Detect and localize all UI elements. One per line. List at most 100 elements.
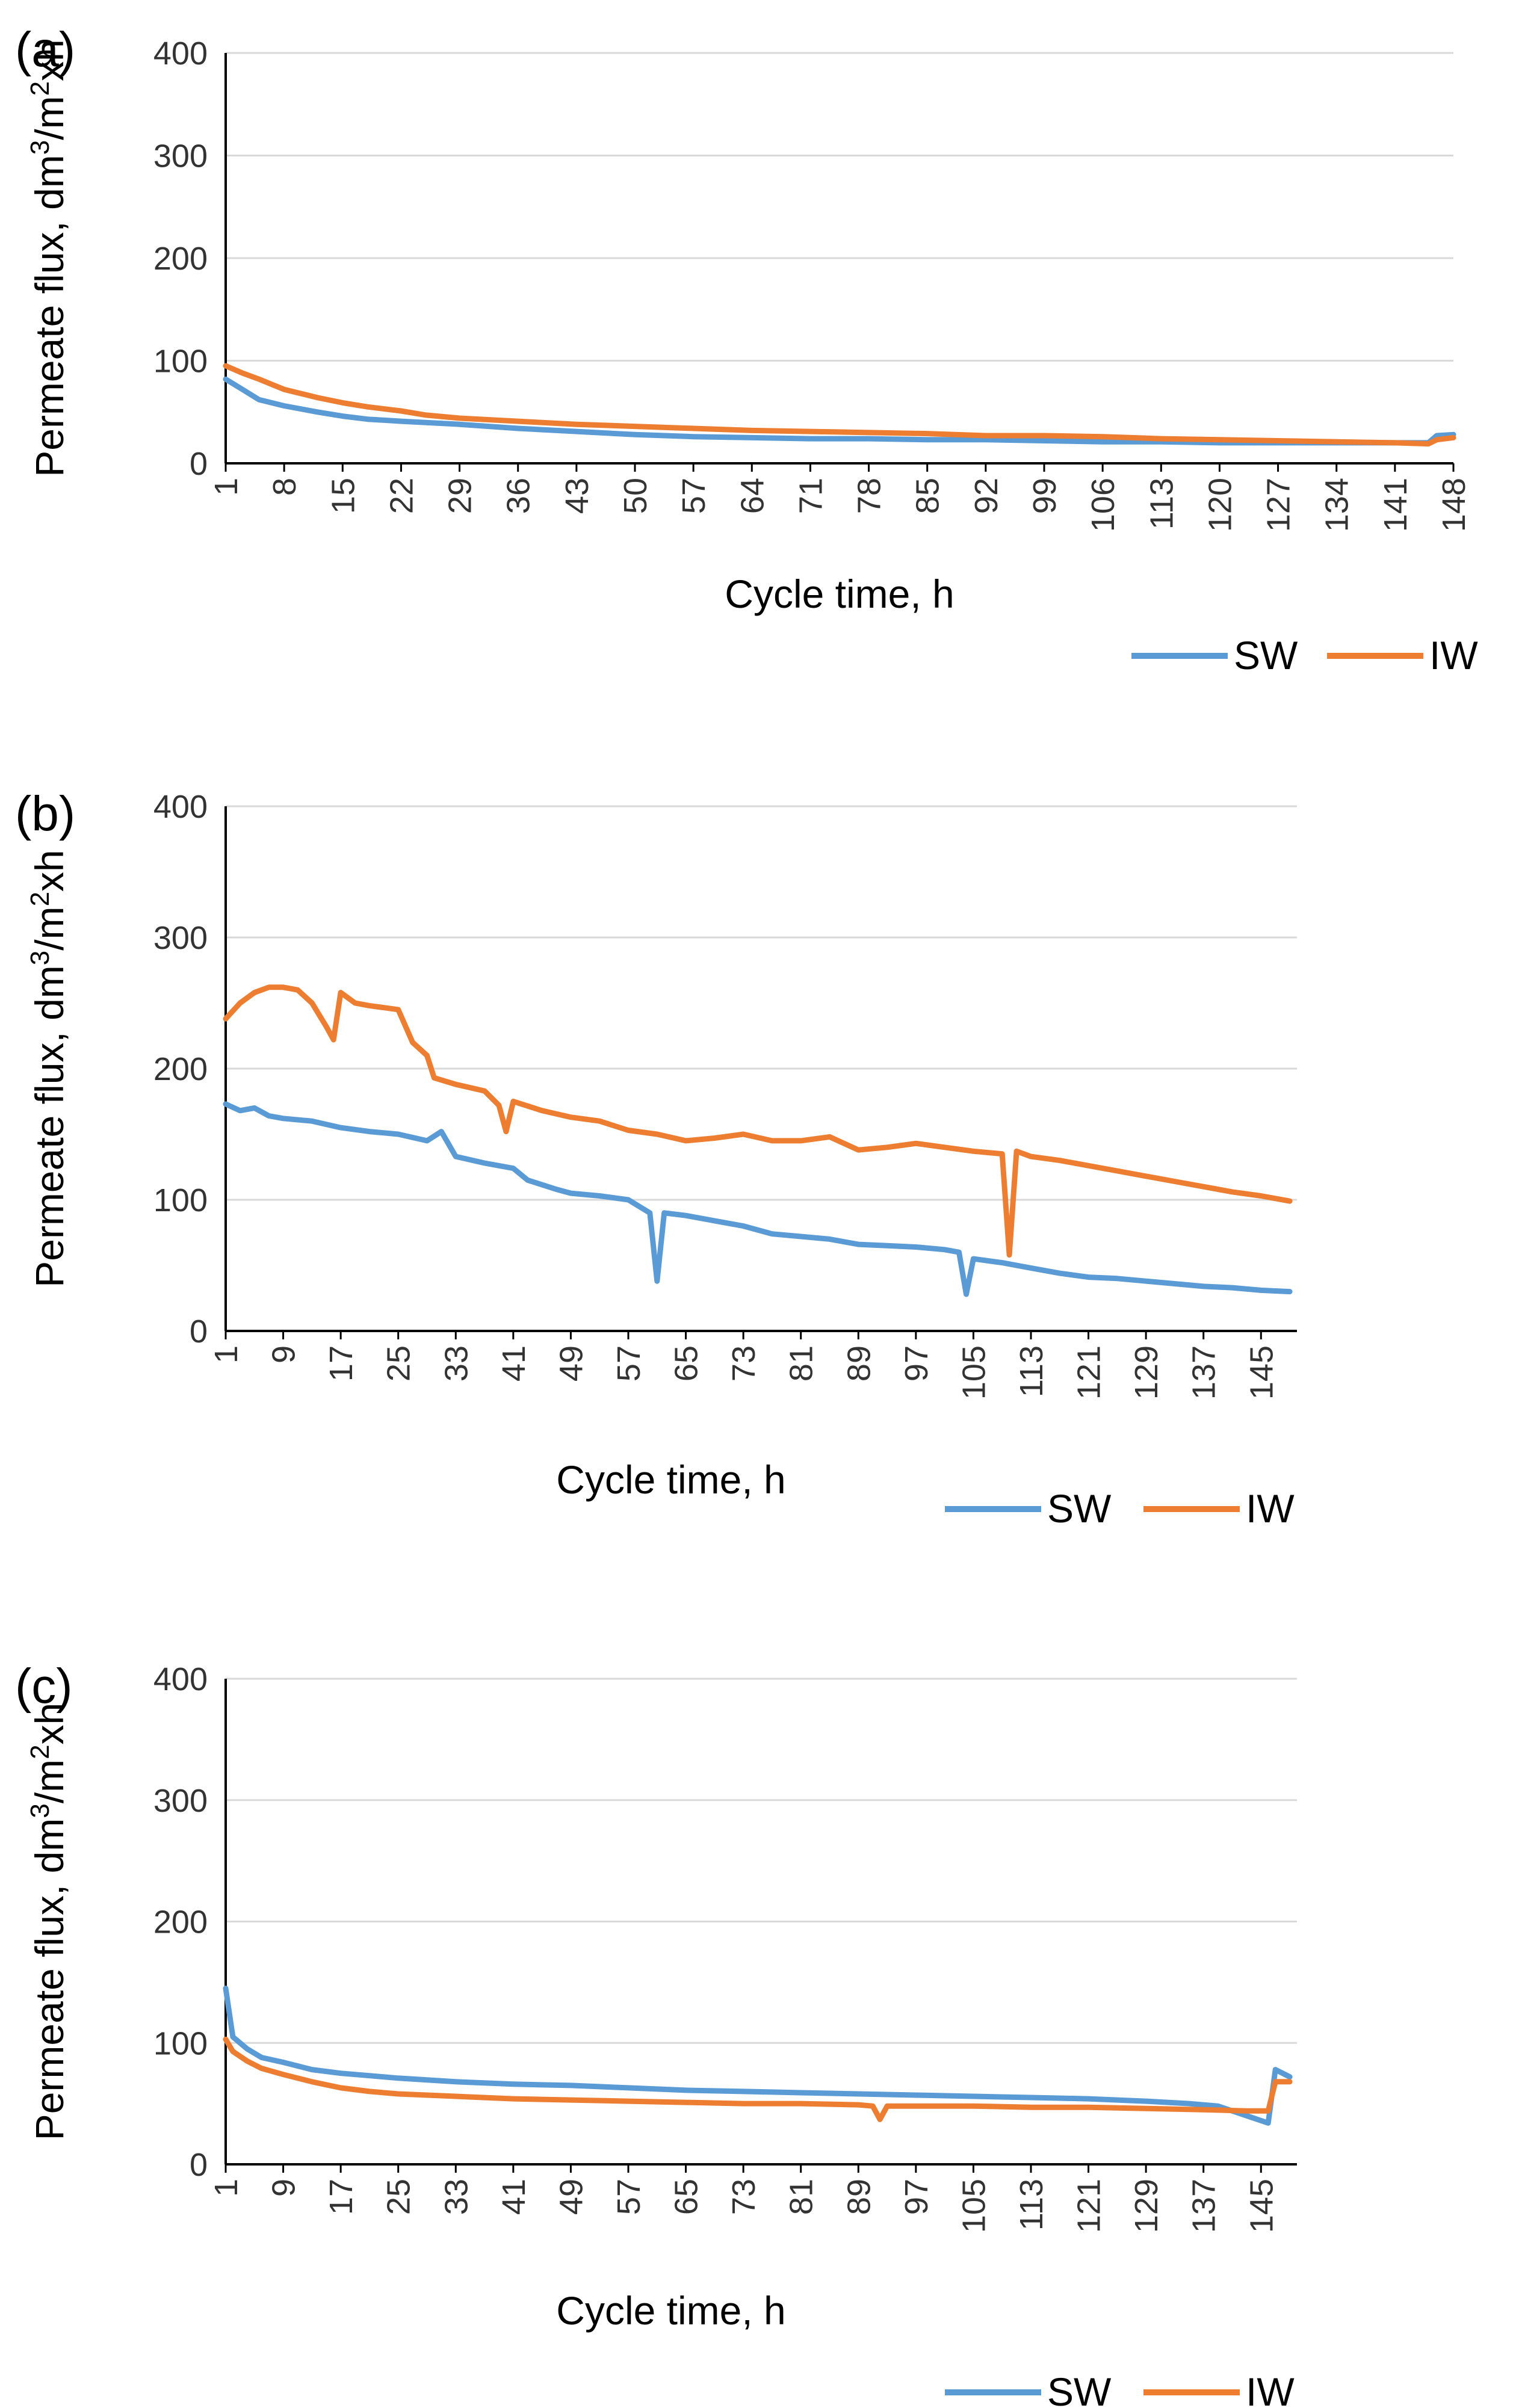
y-tick-label: 100 bbox=[153, 344, 208, 380]
legend: SW IW bbox=[1131, 633, 1478, 678]
x-tick-label: 43 bbox=[559, 478, 595, 514]
x-tick-label: 113 bbox=[1143, 478, 1180, 529]
x-tick-label: 41 bbox=[496, 2179, 532, 2215]
x-tick-label: 71 bbox=[793, 478, 829, 514]
series-line-iw bbox=[223, 2036, 1293, 2122]
x-tick-label: 73 bbox=[726, 1345, 762, 1382]
x-tick-label: 33 bbox=[438, 2179, 474, 2215]
x-tick-label: 8 bbox=[267, 478, 303, 496]
x-tick-label: 121 bbox=[1071, 1345, 1107, 1400]
x-tick-label: 64 bbox=[734, 478, 770, 514]
y-axis-title: Permeate flux, dm3/m2xh bbox=[25, 1703, 72, 2141]
y-tick-label: 200 bbox=[153, 1904, 208, 1940]
x-tick-label: 17 bbox=[323, 2179, 359, 2215]
x-tick-label: 89 bbox=[841, 2179, 877, 2215]
x-tick-label: 73 bbox=[726, 2179, 762, 2215]
y-axis-title: Permeate flux, dm3/m2xh bbox=[25, 39, 72, 477]
x-tick-label: 145 bbox=[1243, 2179, 1279, 2233]
legend: SW IW bbox=[945, 2369, 1295, 2408]
x-tick-label: 57 bbox=[611, 1345, 647, 1382]
x-tick-label: 121 bbox=[1071, 2179, 1107, 2233]
x-tick-label: 25 bbox=[381, 2179, 417, 2215]
x-axis-title: Cycle time, h bbox=[725, 572, 954, 616]
x-tick-label: 49 bbox=[553, 2179, 589, 2215]
chart-panel-2: (c) 0 100 200 300 400 1 9 17 25 33 41 49 57 65 73 81 89 97… bbox=[15, 1659, 1297, 2408]
panel-label: (b) bbox=[15, 786, 75, 841]
legend-label-iw: IW bbox=[1246, 2369, 1295, 2408]
chart-panel-0: (a) 0 100 200 300 400 1 8 15 22 29 36 43 50 57 64 71 78 85… bbox=[15, 22, 1478, 678]
x-tick-label: 78 bbox=[852, 478, 888, 514]
series-line-sw bbox=[223, 1986, 1293, 2126]
x-tick-label: 92 bbox=[968, 478, 1004, 514]
x-tick-label: 50 bbox=[617, 478, 654, 514]
x-tick-label: 29 bbox=[442, 478, 478, 514]
x-tick-label: 36 bbox=[501, 478, 537, 514]
chart-panel-1: (b) 0 100 200 300 400 1 9 17 25 33 41 49 57 65 73 81 89 97… bbox=[15, 786, 1297, 1531]
x-tick-label: 134 bbox=[1319, 478, 1355, 532]
y-tick-label: 200 bbox=[153, 1051, 208, 1087]
x-tick-label: 15 bbox=[325, 478, 361, 514]
x-tick-label: 49 bbox=[553, 1345, 589, 1382]
x-tick-label: 97 bbox=[899, 1345, 935, 1382]
x-tick-label: 65 bbox=[669, 1345, 705, 1382]
x-tick-label: 106 bbox=[1085, 478, 1121, 532]
y-tick-label: 400 bbox=[153, 789, 208, 825]
x-tick-label: 89 bbox=[841, 1345, 877, 1382]
x-tick-label: 99 bbox=[1027, 478, 1063, 514]
y-tick-label: 0 bbox=[190, 1314, 208, 1350]
y-tick-label: 0 bbox=[190, 446, 208, 482]
y-tick-label: 100 bbox=[153, 2025, 208, 2061]
y-tick-label: 200 bbox=[153, 241, 208, 277]
x-tick-label: 81 bbox=[784, 1345, 820, 1382]
legend-label-sw: SW bbox=[1047, 1486, 1112, 1531]
legend-label-iw: IW bbox=[1246, 1486, 1295, 1531]
series-line-iw bbox=[223, 363, 1456, 447]
y-tick-label: 0 bbox=[190, 2147, 208, 2183]
x-tick-label: 141 bbox=[1378, 478, 1414, 532]
series-line-sw bbox=[223, 1101, 1293, 1297]
x-tick-label: 85 bbox=[910, 478, 946, 514]
legend-label-sw: SW bbox=[1047, 2369, 1112, 2408]
x-tick-label: 105 bbox=[956, 1345, 992, 1400]
x-tick-label: 105 bbox=[956, 2179, 992, 2233]
legend: SW IW bbox=[945, 1486, 1295, 1531]
y-tick-label: 300 bbox=[153, 138, 208, 174]
x-axis-title: Cycle time, h bbox=[556, 1457, 785, 1502]
x-tick-label: 1 bbox=[208, 2179, 244, 2197]
y-tick-label: 300 bbox=[153, 920, 208, 956]
x-tick-label: 120 bbox=[1202, 478, 1238, 532]
x-tick-label: 17 bbox=[323, 1345, 359, 1382]
x-tick-label: 97 bbox=[899, 2179, 935, 2215]
x-tick-label: 33 bbox=[438, 1345, 474, 1382]
x-tick-label: 41 bbox=[496, 1345, 532, 1382]
series-line-iw bbox=[223, 984, 1293, 1258]
legend-label-sw: SW bbox=[1234, 633, 1298, 678]
x-tick-label: 25 bbox=[381, 1345, 417, 1382]
x-tick-label: 113 bbox=[1013, 1345, 1050, 1397]
panel-label: (c) bbox=[15, 1659, 73, 1714]
x-axis-title: Cycle time, h bbox=[556, 2288, 785, 2333]
x-tick-label: 129 bbox=[1128, 1345, 1165, 1400]
y-tick-label: 400 bbox=[153, 36, 208, 72]
y-axis-title: Permeate flux, dm3/m2xh bbox=[25, 850, 72, 1288]
x-tick-label: 129 bbox=[1128, 2179, 1165, 2233]
x-tick-label: 57 bbox=[676, 478, 712, 514]
x-tick-label: 9 bbox=[266, 1345, 302, 1363]
x-tick-label: 137 bbox=[1186, 2179, 1222, 2233]
x-tick-label: 1 bbox=[208, 1345, 244, 1363]
x-tick-label: 57 bbox=[611, 2179, 647, 2215]
x-tick-label: 22 bbox=[383, 478, 419, 514]
x-tick-label: 113 bbox=[1013, 2179, 1050, 2230]
x-tick-label: 145 bbox=[1243, 1345, 1279, 1400]
x-tick-label: 127 bbox=[1261, 478, 1297, 532]
panel-label: (a) bbox=[15, 22, 75, 77]
y-tick-label: 400 bbox=[153, 1661, 208, 1697]
x-tick-label: 148 bbox=[1436, 478, 1472, 532]
x-tick-label: 81 bbox=[784, 2179, 820, 2215]
y-tick-label: 300 bbox=[153, 1783, 208, 1819]
x-tick-label: 1 bbox=[208, 478, 244, 496]
x-tick-label: 137 bbox=[1186, 1345, 1222, 1400]
y-tick-label: 100 bbox=[153, 1182, 208, 1218]
x-tick-label: 9 bbox=[266, 2179, 302, 2197]
